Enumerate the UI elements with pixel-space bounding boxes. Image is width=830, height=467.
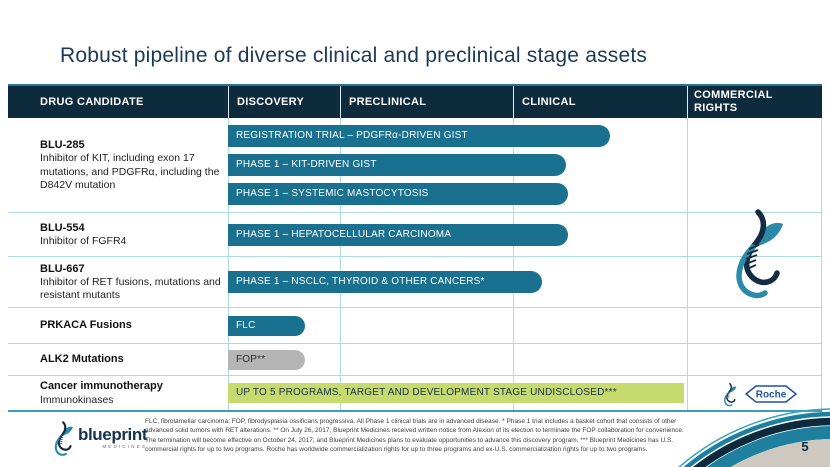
stage-bar: PHASE 1 – SYSTEMIC MASTOCYTOSIS	[228, 183, 568, 205]
table-row-prkaca: PRKACA Fusions FLC	[8, 308, 822, 344]
roche-logo: Roche	[745, 385, 797, 403]
table-header-row: DRUG CANDIDATE DISCOVERY PRECLINICAL CLI…	[8, 84, 822, 118]
blueprint-medicines-logo: blueprint MEDICINES	[50, 420, 148, 457]
column-header-preclinical: PRECLINICAL	[340, 86, 513, 118]
logo-wordmark: blueprint	[78, 425, 148, 444]
column-header-drug-candidate: DRUG CANDIDATE	[40, 95, 144, 108]
table-row-cancer-immunotherapy: Cancer immunotherapy Immunokinases UP TO…	[8, 376, 822, 410]
table-row-alk2: ALK2 Mutations FOP**	[8, 344, 822, 376]
gridline-commercial	[687, 118, 688, 410]
column-header-discovery: DISCOVERY	[228, 86, 340, 118]
drug-name: BLU-285	[40, 139, 85, 152]
drug-name: PRKACA Fusions	[40, 319, 132, 332]
corner-swoosh-decoration: 5	[678, 408, 830, 467]
drug-name: ALK2 Mutations	[40, 353, 124, 366]
footnote-text: FLC, fibrolamellar carcinoma; FOP, fibro…	[145, 418, 684, 454]
drug-description: Inhibitor of RET fusions, mutations and …	[40, 276, 221, 302]
logo-sub-wordmark: MEDICINES	[102, 444, 148, 449]
column-header-commercial-rights: COMMERCIAL RIGHTS	[687, 86, 822, 118]
commercial-rights-roche-cell: Roche	[696, 380, 822, 408]
stage-bar: PHASE 1 – NSCLC, THYROID & OTHER CANCERS…	[228, 271, 542, 293]
drug-name: BLU-667	[40, 262, 85, 275]
stage-bar: UP TO 5 PROGRAMS, TARGET AND DEVELOPMENT…	[228, 383, 684, 403]
column-header-clinical: CLINICAL	[513, 86, 687, 118]
blueprint-dna-icon	[724, 206, 786, 301]
stage-bar: REGISTRATION TRIAL – PDGFRα-DRIVEN GIST	[228, 125, 610, 147]
table-row-blu-285: BLU-285 Inhibitor of KIT, including exon…	[8, 118, 822, 213]
gridline-discovery	[228, 118, 229, 410]
table-row-blu-667: BLU-667 Inhibitor of RET fusions, mutati…	[8, 257, 822, 308]
drug-description: Inhibitor of FGFR4	[40, 235, 127, 248]
stage-bar: FLC	[228, 315, 305, 336]
stage-bar: FOP**	[228, 349, 305, 370]
page-title: Robust pipeline of diverse clinical and …	[60, 44, 648, 67]
drug-name: BLU-554	[40, 221, 85, 234]
blueprint-logo-dna-icon	[54, 421, 74, 456]
gridline-clinical	[513, 118, 514, 410]
gridline-right-edge	[821, 118, 822, 410]
drug-description: Immunokinases	[40, 393, 114, 406]
gridline-preclinical	[340, 118, 341, 410]
stage-bar: PHASE 1 – KIT-DRIVEN GIST	[228, 154, 566, 176]
pipeline-table: DRUG CANDIDATE DISCOVERY PRECLINICAL CLI…	[8, 84, 822, 412]
drug-name: Cancer immunotherapy	[40, 380, 163, 393]
table-body: BLU-285 Inhibitor of KIT, including exon…	[8, 118, 822, 412]
drug-description: Inhibitor of KIT, including exon 17 muta…	[40, 152, 220, 191]
stage-bar: PHASE 1 – HEPATOCELLULAR CARCINOMA	[228, 223, 568, 246]
table-row-blu-554: BLU-554 Inhibitor of FGFR4 PHASE 1 – HEP…	[8, 213, 822, 257]
svg-text:Roche: Roche	[756, 390, 787, 401]
page-number: 5	[801, 439, 808, 454]
